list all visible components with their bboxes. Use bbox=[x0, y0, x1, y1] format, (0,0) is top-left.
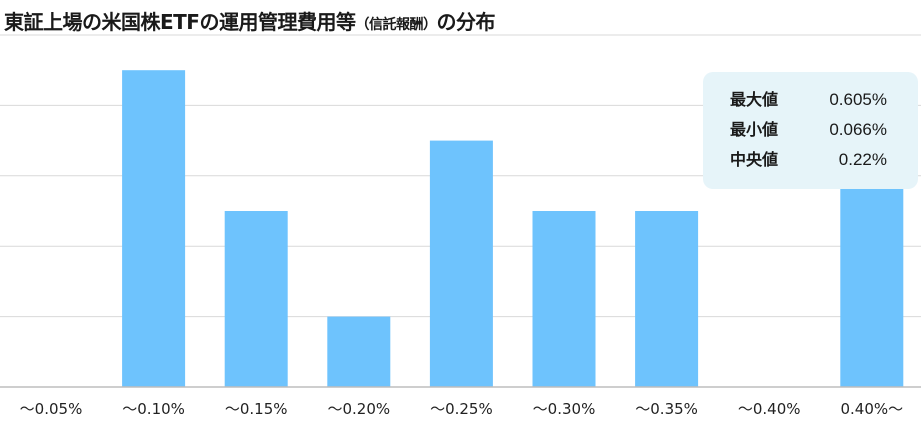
stat-label-median: 中央値 bbox=[730, 150, 779, 169]
bar bbox=[840, 175, 904, 387]
bar bbox=[429, 140, 493, 387]
bars bbox=[122, 70, 904, 387]
stat-value-min: 0.066% bbox=[829, 120, 887, 139]
chart-title-sub: （信託報酬） bbox=[355, 17, 437, 33]
stat-row-max: 最大値 0.605% bbox=[703, 85, 918, 115]
bar bbox=[224, 211, 288, 387]
bar bbox=[635, 211, 699, 387]
x-tick-labels: 〜0.05% 〜0.10% 〜0.15% 〜0.20% 〜0.25% 〜0.30% 〜0.3… bbox=[20, 400, 903, 418]
stat-row-min: 最小値 0.066% bbox=[703, 115, 918, 145]
stat-label-max: 最大値 bbox=[730, 90, 779, 109]
stat-value-max: 0.605% bbox=[829, 90, 887, 109]
stat-value-median: 0.22% bbox=[838, 150, 887, 169]
x-tick-label: 〜0.15% bbox=[225, 400, 288, 418]
chart-title-main: 東証上場の米国株ETFの運用管理費用等 bbox=[4, 10, 356, 34]
x-tick-label: 〜0.40% bbox=[738, 400, 801, 418]
x-tick-label: 〜0.05% bbox=[20, 400, 83, 418]
chart-title-tail: の分布 bbox=[436, 10, 495, 34]
x-tick-label: 0.40%〜 bbox=[840, 400, 903, 418]
chart-title: 東証上場の米国株ETFの運用管理費用等（信託報酬）の分布 bbox=[4, 6, 495, 35]
x-tick-label: 〜0.35% bbox=[635, 400, 698, 418]
x-tick-label: 〜0.30% bbox=[533, 400, 596, 418]
stat-row-median: 中央値 0.22% bbox=[703, 145, 918, 175]
bar bbox=[327, 316, 391, 387]
x-tick-label: 〜0.10% bbox=[122, 400, 185, 418]
x-tick-label: 〜0.25% bbox=[430, 400, 493, 418]
stat-label-min: 最小値 bbox=[730, 120, 779, 139]
bar bbox=[122, 70, 186, 387]
bar bbox=[532, 211, 596, 387]
x-tick-label: 〜0.20% bbox=[327, 400, 390, 418]
stats-box: 最大値 0.605% 最小値 0.066% 中央値 0.22% bbox=[703, 72, 918, 189]
